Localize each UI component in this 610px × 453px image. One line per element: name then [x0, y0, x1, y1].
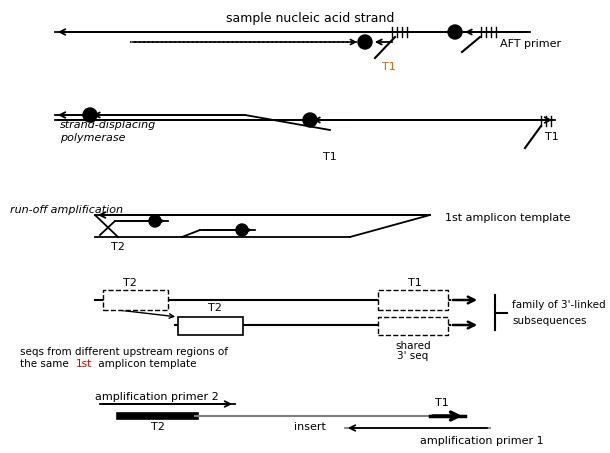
- Text: T1: T1: [382, 62, 396, 72]
- Text: insert: insert: [294, 422, 326, 432]
- Bar: [378, 317, 448, 335]
- Text: T2: T2: [123, 278, 137, 288]
- Circle shape: [358, 35, 372, 49]
- Text: family of 3'-linked: family of 3'-linked: [512, 299, 606, 309]
- Text: 1st: 1st: [76, 359, 92, 369]
- Text: amplicon template: amplicon template: [95, 359, 196, 369]
- Text: T2: T2: [151, 422, 165, 432]
- Text: T1: T1: [545, 132, 559, 142]
- Bar: [103, 290, 168, 310]
- Text: amplification primer 2: amplification primer 2: [95, 392, 219, 402]
- Text: 3' seq: 3' seq: [397, 351, 429, 361]
- Circle shape: [448, 25, 462, 39]
- Circle shape: [149, 215, 161, 227]
- Text: T1: T1: [323, 152, 337, 162]
- Bar: [178, 317, 243, 335]
- Text: seqs from different upstream regions of: seqs from different upstream regions of: [20, 347, 228, 357]
- Circle shape: [236, 224, 248, 236]
- Text: subsequences: subsequences: [512, 315, 586, 326]
- Text: strand-displacing: strand-displacing: [60, 120, 156, 130]
- Text: the same: the same: [20, 359, 72, 369]
- Text: run-off amplification: run-off amplification: [10, 205, 123, 215]
- Circle shape: [303, 113, 317, 127]
- Text: sample nucleic acid strand: sample nucleic acid strand: [226, 12, 394, 25]
- Text: T2: T2: [111, 242, 125, 252]
- Text: T1: T1: [435, 398, 449, 408]
- Text: 1st amplicon template: 1st amplicon template: [445, 213, 570, 223]
- Text: polymerase: polymerase: [60, 133, 126, 143]
- Text: AFT primer: AFT primer: [500, 39, 561, 49]
- Text: T2: T2: [208, 303, 222, 313]
- Text: amplification primer 1: amplification primer 1: [420, 436, 544, 446]
- Text: T1: T1: [408, 278, 422, 288]
- Text: shared: shared: [395, 341, 431, 351]
- Bar: [378, 290, 448, 310]
- Circle shape: [83, 108, 97, 122]
